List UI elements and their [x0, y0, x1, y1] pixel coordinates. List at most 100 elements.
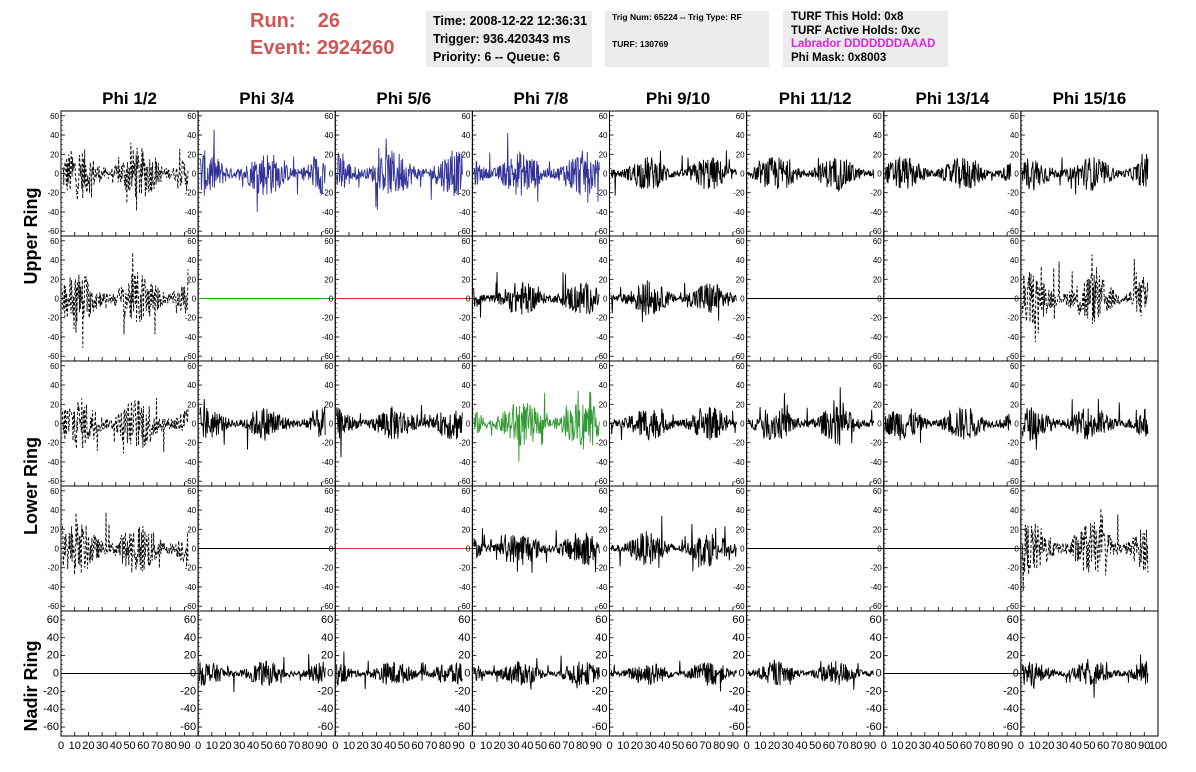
- x-tick-label: 40: [110, 740, 122, 752]
- y-tick-label: 20: [599, 275, 608, 284]
- y-tick-label: -20: [322, 189, 334, 198]
- run-line: Run: 26: [250, 8, 420, 35]
- y-tick-label: 60: [599, 237, 608, 246]
- y-tick-label: 60: [1007, 614, 1019, 626]
- waveform-trace: [747, 387, 875, 446]
- labrador-text: Labrador DDDDDDDAAAD: [791, 38, 936, 50]
- y-tick-label: 20: [736, 400, 745, 409]
- y-tick-label: 20: [184, 650, 196, 662]
- x-tick-label: 10: [343, 740, 355, 752]
- y-tick-label: 20: [599, 525, 608, 534]
- y-tick-label: 20: [599, 400, 608, 409]
- x-tick-label: 20: [905, 740, 917, 752]
- y-tick-label: 60: [873, 112, 882, 121]
- y-tick-label: 40: [461, 381, 470, 390]
- y-tick-label: -60: [733, 602, 745, 611]
- y-tick-label: 40: [50, 506, 59, 515]
- y-tick-label: -60: [322, 477, 334, 486]
- waveform-trace: [747, 659, 875, 690]
- y-tick-label: 0: [1013, 668, 1019, 680]
- waveform-trace: [1021, 654, 1149, 698]
- y-tick-label: 20: [736, 150, 745, 159]
- y-tick-label: -40: [459, 208, 471, 217]
- x-tick-label: 10: [1028, 740, 1040, 752]
- y-tick-label: 0: [55, 545, 60, 554]
- x-tick-label: 70: [151, 740, 163, 752]
- y-tick-label: 0: [466, 545, 471, 554]
- x-tick-label: 60: [1097, 740, 1109, 752]
- y-tick-label: 0: [740, 295, 745, 304]
- y-tick-label: 40: [873, 131, 882, 140]
- y-tick-label: 60: [1010, 237, 1019, 246]
- y-tick-label: 40: [187, 256, 196, 265]
- y-tick-label: -60: [870, 227, 882, 236]
- y-tick-label: -20: [185, 564, 197, 573]
- y-tick-label: 20: [461, 525, 470, 534]
- waveform-trace: [336, 404, 463, 458]
- x-tick-label: 60: [549, 740, 561, 752]
- waveform-trace: [610, 150, 737, 196]
- y-tick-label: 20: [461, 400, 470, 409]
- y-tick-label: 60: [736, 237, 745, 246]
- y-tick-label: 20: [1007, 650, 1019, 662]
- y-tick-label: 0: [466, 170, 471, 179]
- y-tick-label: 20: [324, 400, 333, 409]
- y-tick-label: 60: [324, 237, 333, 246]
- x-tick-label: 20: [494, 740, 506, 752]
- waveform-trace: [473, 655, 600, 690]
- y-tick-label: 0: [466, 420, 471, 429]
- y-tick-label: 40: [187, 381, 196, 390]
- time-text: Time: 2008-12-22 12:36:31: [433, 14, 588, 28]
- x-tick-label: 90: [315, 740, 327, 752]
- y-tick-label: 40: [736, 381, 745, 390]
- y-tick-label: 20: [873, 400, 882, 409]
- y-tick-label: 0: [55, 420, 60, 429]
- y-tick-label: 40: [50, 131, 59, 140]
- y-tick-label: -40: [180, 703, 196, 715]
- y-tick-label: -40: [47, 583, 59, 592]
- y-tick-label: 60: [461, 362, 470, 371]
- y-tick-label: 0: [877, 295, 882, 304]
- y-tick-label: 40: [873, 506, 882, 515]
- y-tick-label: 60: [50, 237, 59, 246]
- y-tick-label: 20: [870, 650, 882, 662]
- y-tick-label: -20: [185, 189, 197, 198]
- x-tick-label: 0: [58, 740, 64, 752]
- y-tick-label: -20: [454, 685, 470, 697]
- y-tick-label: 0: [603, 545, 608, 554]
- x-tick-label: 70: [288, 740, 300, 752]
- trig-text: Trig Num: 65224 -- Trig Type: RF: [612, 12, 742, 22]
- waveform-trace: [884, 407, 1012, 444]
- y-tick-label: -40: [1007, 458, 1019, 467]
- y-tick-label: 60: [50, 112, 59, 121]
- y-tick-label: 20: [732, 650, 744, 662]
- y-tick-label: 0: [740, 170, 745, 179]
- y-tick-label: -60: [870, 352, 882, 361]
- x-tick-label: 40: [795, 740, 807, 752]
- y-tick-label: -60: [1003, 721, 1019, 733]
- y-tick-label: 40: [324, 506, 333, 515]
- y-tick-label: -40: [43, 703, 59, 715]
- y-tick-label: 0: [603, 295, 608, 304]
- y-tick-label: 20: [324, 150, 333, 159]
- y-tick-label: 20: [1010, 525, 1019, 534]
- y-tick-label: 60: [184, 614, 196, 626]
- y-tick-label: -60: [47, 477, 59, 486]
- y-tick-label: 0: [1014, 420, 1019, 429]
- y-tick-label: 40: [324, 381, 333, 390]
- x-tick-label: 70: [974, 740, 986, 752]
- x-tick-label: 0: [1018, 740, 1024, 752]
- y-tick-label: -20: [459, 439, 471, 448]
- column-title: Phi 9/10: [646, 89, 710, 108]
- x-tick-label: 30: [782, 740, 794, 752]
- waveform-trace: [62, 142, 189, 211]
- x-tick-label: 70: [699, 740, 711, 752]
- y-tick-label: 40: [1010, 506, 1019, 515]
- y-tick-label: -40: [596, 458, 608, 467]
- x-tick-label: 60: [137, 740, 149, 752]
- y-tick-label: -60: [459, 602, 471, 611]
- y-tick-label: 40: [461, 506, 470, 515]
- y-tick-label: 60: [732, 614, 744, 626]
- x-tick-label: 80: [439, 740, 451, 752]
- trig-info-panel: Trig Num: 65224 -- Trig Type: RF TURF: 1…: [605, 11, 769, 67]
